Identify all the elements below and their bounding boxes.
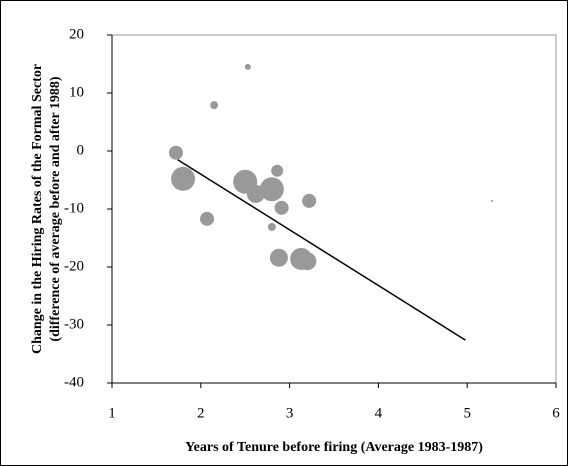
x-tick-label: 3 [286,405,294,421]
bubble [200,211,215,226]
x-tick-label: 2 [197,405,205,421]
bubble [171,166,196,191]
x-axis-title: Years of Tenure before firing (Average 1… [185,440,483,455]
bubble [267,222,276,231]
y-tick-label: 0 [77,142,85,158]
bubble [269,248,288,267]
bubble [168,145,183,160]
bubble [271,164,284,177]
y-tick-label: -20 [64,258,84,274]
y-tick-label: -40 [64,374,84,390]
bubble [491,199,494,202]
bubble [302,193,317,208]
y-tick-label: 20 [69,26,84,42]
bubble [298,252,317,271]
x-tick-label: 6 [552,405,560,421]
y-tick-label: -10 [64,200,84,216]
x-tick-label: 5 [463,405,471,421]
bubble [274,200,289,215]
plot-area [111,34,557,384]
y-axis-title: Change in the Hiring Rates of the Formal… [30,64,45,354]
x-tick-label: 1 [108,405,116,421]
bubble [210,101,219,110]
y-tick-label: -30 [64,316,84,332]
y-tick-label: 10 [69,84,84,100]
trend-line [177,159,466,341]
x-tick-label: 4 [375,405,383,421]
bubble [259,177,284,202]
bubble [244,63,251,70]
y-axis-title: (difference of average before and after … [48,76,63,341]
